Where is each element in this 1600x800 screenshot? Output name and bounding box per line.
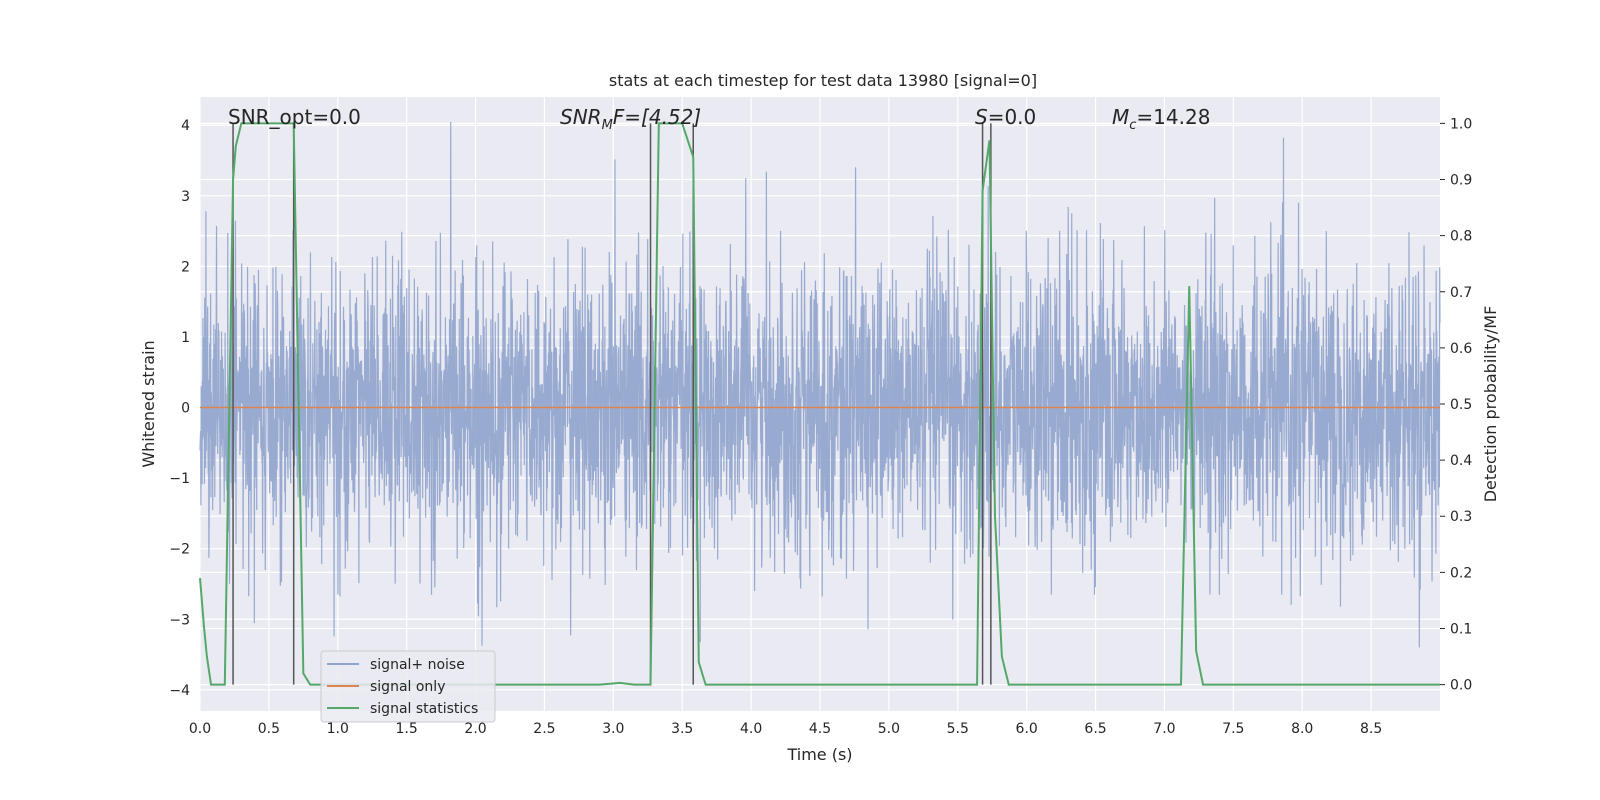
y-right-tick-label: 0.9: [1450, 173, 1472, 189]
legend: signal+ noise signal only signal statist…: [320, 650, 496, 723]
x-tick-label: 5.5: [947, 721, 969, 737]
y-tick-label: 4: [181, 118, 190, 134]
y-tick-label: 3: [181, 189, 190, 205]
annotation-snr-mf-sub: M: [602, 118, 613, 133]
signal-noise-line: [199, 121, 1441, 648]
y-right-tick-label: 0.3: [1450, 509, 1472, 525]
lines-group: [199, 122, 1440, 686]
x-tick-label: 0.0: [189, 721, 211, 737]
x-tick-label: 0.5: [258, 721, 280, 737]
y-tick-label: −1: [169, 471, 190, 487]
x-tick-label: 4.5: [809, 721, 831, 737]
y-tick-label: 1: [181, 330, 190, 346]
x-tick-label: 8.0: [1291, 721, 1313, 737]
right-axis: 1.0 0.9 0.8 0.7 0.6 0.5 0.4 0.3 0.2 0.1 0.0: [1440, 116, 1472, 694]
legend-box: [320, 650, 496, 723]
x-tick-label: 1.0: [327, 721, 349, 737]
y-right-tick-label: 0.7: [1450, 285, 1472, 301]
x-tick-label: 7.0: [1153, 721, 1175, 737]
x-tick-label: 5.0: [878, 721, 900, 737]
y-axis-right-label: Detection probability/MF: [1481, 306, 1500, 503]
x-axis-label: Time (s): [786, 745, 852, 764]
x-tick-label: 1.5: [396, 721, 418, 737]
y-tick-label: 0: [181, 401, 190, 417]
annotation-s-symbol: S: [975, 105, 988, 129]
y-tick-label: −4: [169, 683, 190, 699]
legend-entry-signal-only: signal only: [370, 679, 445, 695]
y-tick-label: −3: [169, 612, 190, 628]
signal-statistics-line: [199, 122, 1440, 686]
y-right-tick-label: 0.2: [1450, 565, 1472, 581]
annotation-snr-mf-rest: F=[4.52]: [613, 105, 701, 129]
x-tick-label: 2.0: [464, 721, 486, 737]
x-axis: 0.0 0.5 1.0 1.5 2.0 2.5 3.0 3.5 4.0 4.5 5.0 5.5 6.0 6…: [189, 721, 1382, 737]
annotation-mc-base: M: [1112, 105, 1129, 129]
chart-title: stats at each timestep for test data 139…: [609, 71, 1037, 90]
y-right-tick-label: 0.1: [1450, 621, 1472, 637]
legend-entry-signal-noise: signal+ noise: [370, 657, 465, 673]
grid: [199, 97, 1440, 711]
annotation-s-value: =0.0: [988, 105, 1037, 129]
y-tick-label: −2: [169, 542, 190, 558]
annotation-mc: Mc=14.28: [1112, 105, 1210, 133]
y-right-tick-label: 0.5: [1450, 397, 1472, 413]
x-tick-label: 6.5: [1084, 721, 1106, 737]
x-tick-label: 2.5: [533, 721, 555, 737]
annotation-snr-mf: SNRMF=[4.52]: [560, 105, 701, 133]
y-tick-label: 2: [181, 259, 190, 275]
noise-series: [199, 121, 1441, 648]
x-tick-label: 3.5: [671, 721, 693, 737]
y-right-tick-label: 0.8: [1450, 229, 1472, 245]
y-right-tick-label: 1.0: [1450, 116, 1472, 132]
annotation-mc-value: =14.28: [1136, 105, 1210, 129]
annotation-snr-mf-base: SNR: [560, 105, 602, 129]
x-tick-label: 6.0: [1016, 721, 1038, 737]
x-tick-label: 3.0: [602, 721, 624, 737]
legend-entry-signal-statistics: signal statistics: [370, 701, 478, 717]
y-right-tick-label: 0.4: [1450, 453, 1472, 469]
annotation-snr-opt: SNR_opt=0.0: [228, 105, 361, 129]
left-axis: 4 3 2 1 0 −1 −2 −3 −4: [169, 118, 190, 699]
x-tick-label: 8.5: [1360, 721, 1382, 737]
x-tick-label: 7.5: [1222, 721, 1244, 737]
y-right-tick-label: 0.6: [1450, 341, 1472, 357]
y-right-tick-label: 0.0: [1450, 678, 1472, 694]
annotation-s: S=0.0: [975, 105, 1036, 129]
annotation-mc-sub: c: [1129, 118, 1136, 133]
y-axis-label: Whitened strain: [139, 340, 158, 467]
x-tick-label: 4.0: [740, 721, 762, 737]
